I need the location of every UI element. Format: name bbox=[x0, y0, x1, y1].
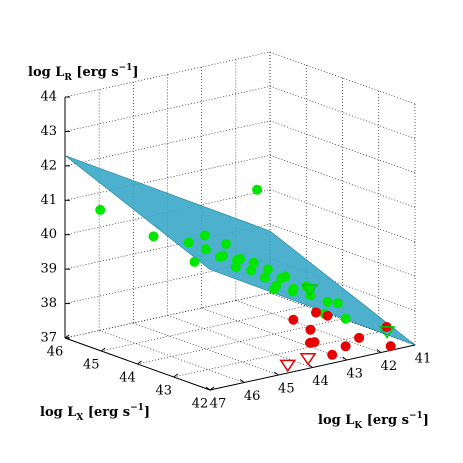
grid-line bbox=[269, 189, 416, 243]
grid-line bbox=[64, 154, 271, 201]
tick bbox=[209, 386, 215, 391]
point bbox=[322, 310, 333, 321]
point bbox=[299, 353, 317, 366]
point bbox=[354, 332, 365, 343]
point bbox=[340, 341, 351, 352]
point bbox=[332, 298, 343, 309]
label-part: L bbox=[345, 413, 354, 428]
grid-line bbox=[64, 189, 271, 236]
ylabel-title: log LX [erg s−1] bbox=[40, 403, 150, 423]
grid-line bbox=[64, 120, 271, 167]
point bbox=[189, 256, 200, 267]
grid-line bbox=[269, 154, 416, 208]
label-part: K bbox=[354, 421, 363, 431]
point bbox=[259, 272, 270, 283]
label-part: −1 bbox=[119, 63, 133, 73]
y-tick-label: 45 bbox=[83, 358, 100, 373]
label-part: log bbox=[40, 405, 67, 420]
label-part: [erg s bbox=[83, 405, 130, 420]
tick bbox=[64, 334, 70, 339]
point bbox=[301, 284, 319, 297]
label-part: ] bbox=[423, 413, 429, 428]
point bbox=[200, 244, 211, 255]
x-tick-label: 45 bbox=[278, 382, 295, 397]
tick bbox=[274, 371, 279, 376]
point bbox=[248, 257, 259, 268]
label-part: R bbox=[64, 73, 72, 83]
point bbox=[269, 284, 280, 295]
point bbox=[220, 239, 231, 249]
grid-line bbox=[64, 86, 271, 132]
grid-line bbox=[64, 292, 271, 339]
label-part: L bbox=[55, 65, 64, 80]
point bbox=[148, 231, 159, 242]
grid-line bbox=[173, 331, 379, 378]
tick bbox=[308, 364, 313, 368]
z-tick-label: 41 bbox=[40, 193, 57, 208]
x-tick-label: 44 bbox=[312, 374, 329, 389]
label-part: log bbox=[28, 65, 55, 80]
z-tick-label: 39 bbox=[40, 262, 57, 277]
label-part: [erg s bbox=[72, 65, 119, 80]
point bbox=[309, 337, 320, 348]
y-tick-label: 46 bbox=[47, 345, 64, 360]
tick bbox=[205, 386, 211, 391]
point bbox=[262, 264, 273, 275]
point bbox=[288, 314, 299, 325]
point bbox=[183, 237, 194, 248]
z-tick-label: 37 bbox=[40, 331, 57, 346]
label-part: log bbox=[318, 413, 345, 428]
point bbox=[385, 341, 396, 352]
point bbox=[95, 204, 106, 215]
point bbox=[340, 313, 351, 324]
z-tick-label: 44 bbox=[40, 90, 57, 105]
label-part: ] bbox=[144, 405, 150, 420]
point bbox=[199, 230, 210, 241]
point bbox=[378, 326, 396, 339]
tick bbox=[376, 349, 382, 353]
label-part: ] bbox=[132, 65, 138, 80]
point bbox=[311, 307, 321, 318]
x-tick-label: 47 bbox=[210, 397, 227, 412]
point bbox=[279, 359, 297, 373]
x-tick-label: 46 bbox=[244, 389, 261, 404]
xlabel-title: log LK [erg s−1] bbox=[318, 411, 429, 431]
point bbox=[276, 273, 287, 284]
tick bbox=[100, 347, 106, 352]
tick bbox=[137, 360, 142, 365]
grid-line bbox=[101, 305, 307, 352]
z-tick-label: 40 bbox=[40, 227, 57, 242]
point bbox=[232, 255, 242, 266]
label-part: L bbox=[67, 405, 76, 420]
point bbox=[287, 286, 298, 297]
tick bbox=[342, 356, 347, 361]
tick bbox=[239, 379, 245, 383]
label-part: X bbox=[76, 413, 83, 423]
y-tick-label: 42 bbox=[192, 397, 209, 412]
label-part: −1 bbox=[409, 411, 423, 421]
z-tick-label: 38 bbox=[40, 296, 57, 311]
x-tick-label: 42 bbox=[381, 359, 398, 374]
z-tick-label: 43 bbox=[40, 124, 57, 139]
x-tick-label: 43 bbox=[346, 367, 363, 382]
grid-line bbox=[269, 86, 416, 139]
zlabel-title: log LR [erg s−1] bbox=[28, 63, 139, 83]
y-tick-label: 44 bbox=[119, 371, 136, 386]
point bbox=[217, 250, 228, 261]
fit-plane bbox=[64, 155, 416, 346]
label-part: [erg s bbox=[362, 413, 409, 428]
point bbox=[327, 349, 338, 360]
y-tick-label: 43 bbox=[155, 384, 172, 399]
label-part: −1 bbox=[130, 403, 144, 413]
point bbox=[252, 184, 263, 195]
point bbox=[322, 296, 333, 307]
z-tick-label: 42 bbox=[40, 158, 57, 173]
x-tick-label: 41 bbox=[415, 352, 432, 367]
tick bbox=[173, 373, 179, 378]
point bbox=[305, 324, 316, 335]
